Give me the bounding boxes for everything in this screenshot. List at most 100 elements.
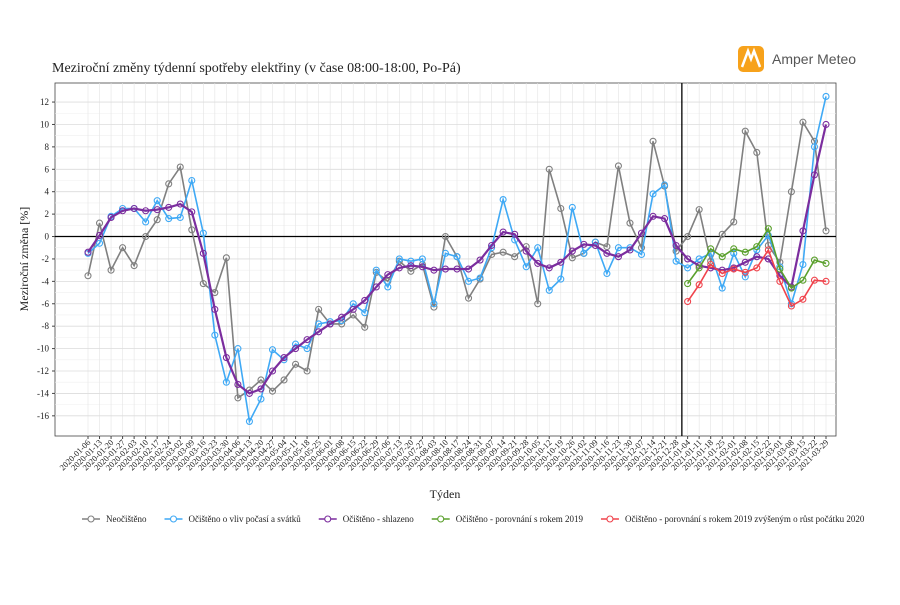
legend-item: Očištěno - shlazeno	[318, 514, 414, 524]
point	[234, 345, 242, 353]
y-tick-label: 8	[45, 142, 50, 152]
y-tick-label: 2	[45, 209, 50, 219]
point	[695, 264, 703, 272]
point	[649, 137, 657, 145]
legend-marker	[169, 515, 178, 523]
point	[361, 296, 369, 304]
point	[199, 229, 207, 237]
legend-label: Očištěno - porovnání s rokem 2019 zvýšen…	[625, 514, 865, 524]
point	[684, 297, 692, 306]
logo-glyph	[740, 47, 762, 68]
series	[684, 225, 830, 292]
point	[222, 378, 230, 386]
legend-label: Očištěno - porovnání s rokem 2019	[456, 514, 584, 524]
series	[684, 246, 830, 310]
point	[257, 376, 265, 384]
point	[303, 345, 311, 353]
point	[268, 387, 277, 395]
point	[741, 258, 749, 266]
point	[753, 253, 761, 261]
point	[741, 248, 749, 256]
legend-item: Očištěno - porovnání s rokem 2019 zvýšen…	[600, 514, 865, 524]
point	[395, 255, 403, 263]
point	[280, 354, 288, 362]
point	[695, 255, 703, 263]
point	[464, 265, 473, 273]
point	[822, 227, 830, 235]
point	[95, 231, 104, 239]
point	[799, 295, 807, 303]
point	[787, 188, 795, 196]
point	[349, 305, 357, 313]
point	[453, 253, 461, 261]
point	[211, 305, 219, 313]
point	[557, 204, 565, 213]
point	[142, 207, 150, 215]
point	[430, 266, 438, 274]
point	[488, 241, 496, 250]
point	[637, 229, 646, 237]
point	[499, 248, 507, 256]
point	[268, 346, 277, 354]
point	[130, 262, 138, 270]
y-tick-label: 10	[40, 119, 50, 129]
point	[718, 284, 726, 292]
point	[234, 380, 242, 389]
point	[534, 244, 542, 252]
point	[741, 127, 749, 135]
point	[787, 284, 795, 292]
y-tick-label: -14	[37, 388, 49, 398]
point	[361, 309, 369, 317]
legend: Neočištěno Očištěno o vliv počasí a svátk…	[82, 514, 865, 524]
point	[764, 246, 772, 254]
point	[684, 232, 692, 241]
point	[684, 280, 692, 288]
point	[153, 216, 161, 224]
legend-label: Neočištěno	[106, 514, 147, 524]
point	[188, 176, 196, 185]
point	[418, 255, 426, 263]
point	[476, 256, 484, 264]
point	[430, 300, 438, 308]
point	[372, 266, 380, 274]
point	[799, 260, 807, 269]
point	[384, 271, 392, 279]
point	[464, 277, 473, 285]
point	[511, 253, 519, 261]
point	[753, 243, 761, 251]
point	[822, 92, 830, 100]
point	[222, 354, 230, 362]
point	[441, 249, 450, 257]
point	[199, 249, 207, 257]
point	[407, 257, 415, 265]
point	[776, 265, 784, 273]
point	[119, 244, 127, 252]
point	[418, 263, 426, 271]
point	[822, 120, 830, 129]
point	[315, 328, 323, 336]
point	[810, 171, 819, 179]
point	[153, 197, 161, 205]
legend-marker	[324, 515, 332, 523]
point	[810, 276, 819, 284]
point	[188, 208, 196, 216]
y-axis-title: Meziroční změna [%]	[17, 207, 31, 312]
point	[430, 303, 438, 311]
point	[799, 227, 807, 235]
y-tick-label: -6	[42, 299, 50, 309]
series	[84, 120, 830, 397]
point	[303, 367, 311, 375]
point	[395, 264, 403, 272]
point	[292, 340, 300, 348]
y-tick-label: -2	[42, 254, 50, 264]
point	[95, 219, 104, 227]
point	[799, 276, 807, 284]
point	[741, 273, 749, 281]
point	[84, 272, 92, 280]
point	[384, 283, 392, 291]
point	[153, 206, 161, 214]
point	[476, 274, 484, 282]
point	[614, 244, 622, 252]
y-tick-label: 0	[45, 232, 50, 242]
